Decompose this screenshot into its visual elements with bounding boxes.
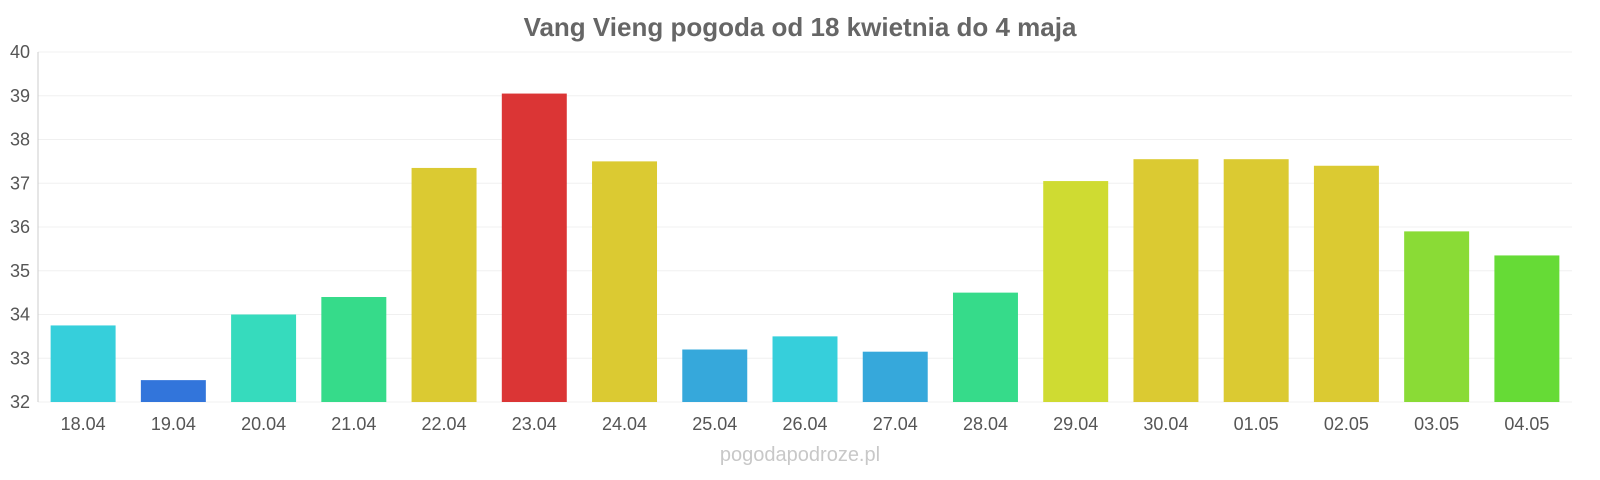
x-tick-label: 04.05 (1504, 414, 1549, 434)
bar-18.04 (50, 325, 116, 402)
x-tick-label: 25.04 (692, 414, 737, 434)
bar-29.04 (1043, 181, 1109, 402)
x-tick-label: 03.05 (1414, 414, 1459, 434)
x-tick-label: 20.04 (241, 414, 286, 434)
bar-19.04 (140, 380, 206, 402)
x-axis-ticks: 18.04 19.04 20.04 21.04 22.04 23.04 24.04 25.04… (61, 414, 1550, 434)
bar-20.04 (231, 314, 297, 402)
y-tick-label: 38 (10, 130, 30, 150)
x-tick-label: 19.04 (151, 414, 196, 434)
bar-22.04 (411, 167, 477, 402)
y-tick-label: 34 (10, 305, 30, 325)
bar-28.04 (952, 292, 1018, 402)
bar-30.04 (1133, 159, 1199, 402)
x-tick-label: 18.04 (61, 414, 106, 434)
bar-24.04 (592, 161, 658, 402)
bar-27.04 (862, 351, 928, 402)
x-tick-label: 21.04 (331, 414, 376, 434)
bar-03.05 (1404, 231, 1470, 402)
y-tick-label: 33 (10, 348, 30, 368)
x-tick-label: 23.04 (512, 414, 557, 434)
bar-04.05 (1494, 255, 1560, 402)
bar-23.04 (501, 93, 567, 402)
x-tick-label: 02.05 (1324, 414, 1369, 434)
bar-26.04 (772, 336, 838, 402)
y-tick-label: 39 (10, 86, 30, 106)
bar-25.04 (682, 349, 748, 402)
y-tick-label: 36 (10, 217, 30, 237)
bars (50, 93, 1560, 402)
x-tick-label: 27.04 (873, 414, 918, 434)
y-tick-label: 32 (10, 392, 30, 412)
x-tick-label: 22.04 (422, 414, 467, 434)
x-tick-label: 29.04 (1053, 414, 1098, 434)
bar-21.04 (321, 297, 387, 402)
y-axis-ticks: 32 33 34 35 36 37 38 39 40 (10, 42, 30, 412)
bar-02.05 (1313, 165, 1379, 402)
chart-title: Vang Vieng pogoda od 18 kwietnia do 4 ma… (524, 12, 1077, 42)
x-tick-label: 01.05 (1234, 414, 1279, 434)
bar-01.05 (1223, 159, 1289, 402)
x-tick-label: 28.04 (963, 414, 1008, 434)
y-tick-label: 40 (10, 42, 30, 62)
site-credit: pogodapodroze.pl (720, 444, 880, 466)
x-tick-label: 24.04 (602, 414, 647, 434)
x-tick-label: 30.04 (1143, 414, 1188, 434)
y-tick-label: 37 (10, 173, 30, 193)
x-tick-label: 26.04 (782, 414, 827, 434)
y-tick-label: 35 (10, 261, 30, 281)
